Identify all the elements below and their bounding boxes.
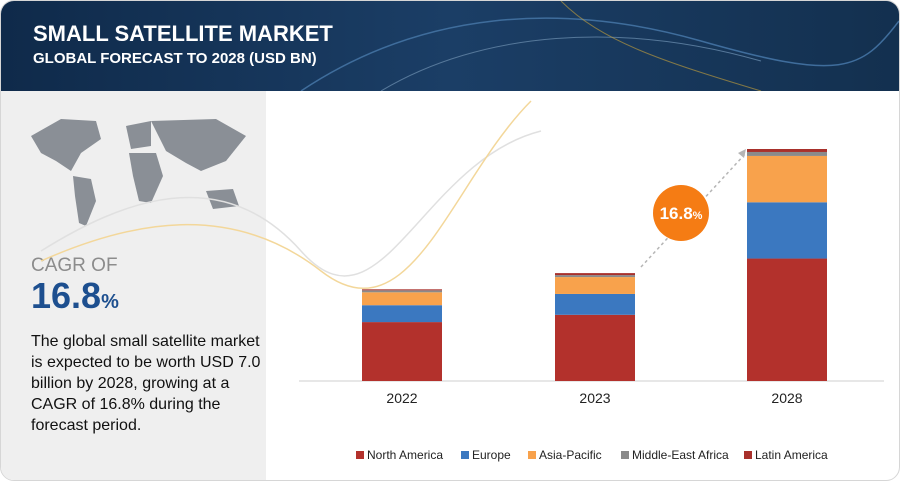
legend-label: North America (367, 448, 443, 462)
world-map (31, 119, 246, 226)
legend-swatch (621, 451, 629, 459)
bar-segment (747, 258, 827, 381)
cagr-bubble (653, 185, 709, 241)
bar-segment (555, 293, 635, 315)
bar-segment (555, 275, 635, 278)
bubble-value: 16.8 (660, 204, 693, 223)
x-tick-label: 2022 (386, 390, 417, 406)
bar-segment (555, 277, 635, 294)
bar-segment (362, 322, 442, 381)
x-tick-label: 2023 (579, 390, 610, 406)
legend-swatch (744, 451, 752, 459)
cagr-value: 16.8 (31, 275, 102, 316)
legend-swatch (528, 451, 536, 459)
bar-segment (747, 151, 827, 156)
growth-arrow (640, 152, 747, 268)
legend-label: Middle-East Africa (632, 448, 729, 462)
bar-segment (362, 290, 442, 293)
x-tick-label: 2028 (771, 390, 802, 406)
legend-swatch (461, 451, 469, 459)
header-decoration (300, 1, 899, 92)
decor-curve (40, 100, 532, 289)
legend-label: Latin America (755, 448, 828, 462)
bar-segment (555, 314, 635, 381)
bar-segment (747, 149, 827, 152)
bar-segment (362, 305, 442, 323)
cagr-label: CAGR OF (31, 255, 118, 276)
bar-segment (747, 202, 827, 259)
arrow-head (738, 149, 746, 158)
title: SMALL SATELLITE MARKET (33, 21, 333, 46)
subtitle: GLOBAL FORECAST TO 2028 (USD BN) (33, 50, 317, 67)
bar-segment (555, 273, 635, 276)
bubble-unit: % (693, 210, 703, 222)
bubble-text: 16.8% (660, 204, 703, 223)
cagr-unit: % (101, 291, 119, 313)
bar-segment (362, 289, 442, 291)
bar-segment (747, 155, 827, 203)
legend-swatch (356, 451, 364, 459)
header: SMALL SATELLITE MARKET GLOBAL FORECAST T… (1, 1, 899, 92)
side-panel: CAGR OF 16.8% The global small satellite… (1, 91, 266, 480)
bar-segment (362, 292, 442, 306)
legend-label: Europe (472, 448, 511, 462)
description: The global small satellite market is exp… (31, 333, 261, 434)
legend-label: Asia-Pacific (539, 448, 602, 462)
cagr: 16.8% (31, 275, 119, 317)
decor-curve (40, 130, 542, 277)
